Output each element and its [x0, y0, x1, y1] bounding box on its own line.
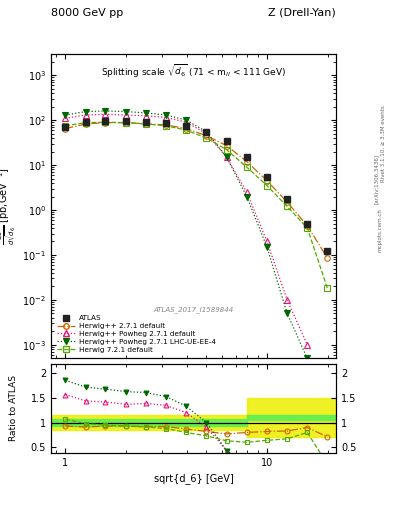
Text: [arXiv:1306.3436]: [arXiv:1306.3436] [374, 154, 378, 204]
Y-axis label: $\frac{d\sigma}{d\sqrt{d_6}}$ [pb,GeV$^{-1}$]: $\frac{d\sigma}{d\sqrt{d_6}}$ [pb,GeV$^{… [0, 167, 20, 245]
Text: ATLAS_2017_I1589844: ATLAS_2017_I1589844 [153, 306, 234, 313]
Text: mcplots.cern.ch: mcplots.cern.ch [378, 208, 383, 252]
Y-axis label: Ratio to ATLAS: Ratio to ATLAS [9, 375, 18, 441]
Text: Z (Drell-Yan): Z (Drell-Yan) [268, 8, 336, 18]
Text: Rivet 3.1.10, ≥ 3.3M events: Rivet 3.1.10, ≥ 3.3M events [381, 105, 386, 182]
Text: 8000 GeV pp: 8000 GeV pp [51, 8, 123, 18]
Text: Splitting scale $\sqrt{d_6}$ (71 < m$_{ll}$ < 111 GeV): Splitting scale $\sqrt{d_6}$ (71 < m$_{l… [101, 63, 286, 80]
Legend: ATLAS, Herwig++ 2.7.1 default, Herwig++ Powheg 2.7.1 default, Herwig++ Powheg 2.: ATLAS, Herwig++ 2.7.1 default, Herwig++ … [55, 313, 218, 355]
X-axis label: sqrt{d_6} [GeV]: sqrt{d_6} [GeV] [154, 474, 233, 484]
